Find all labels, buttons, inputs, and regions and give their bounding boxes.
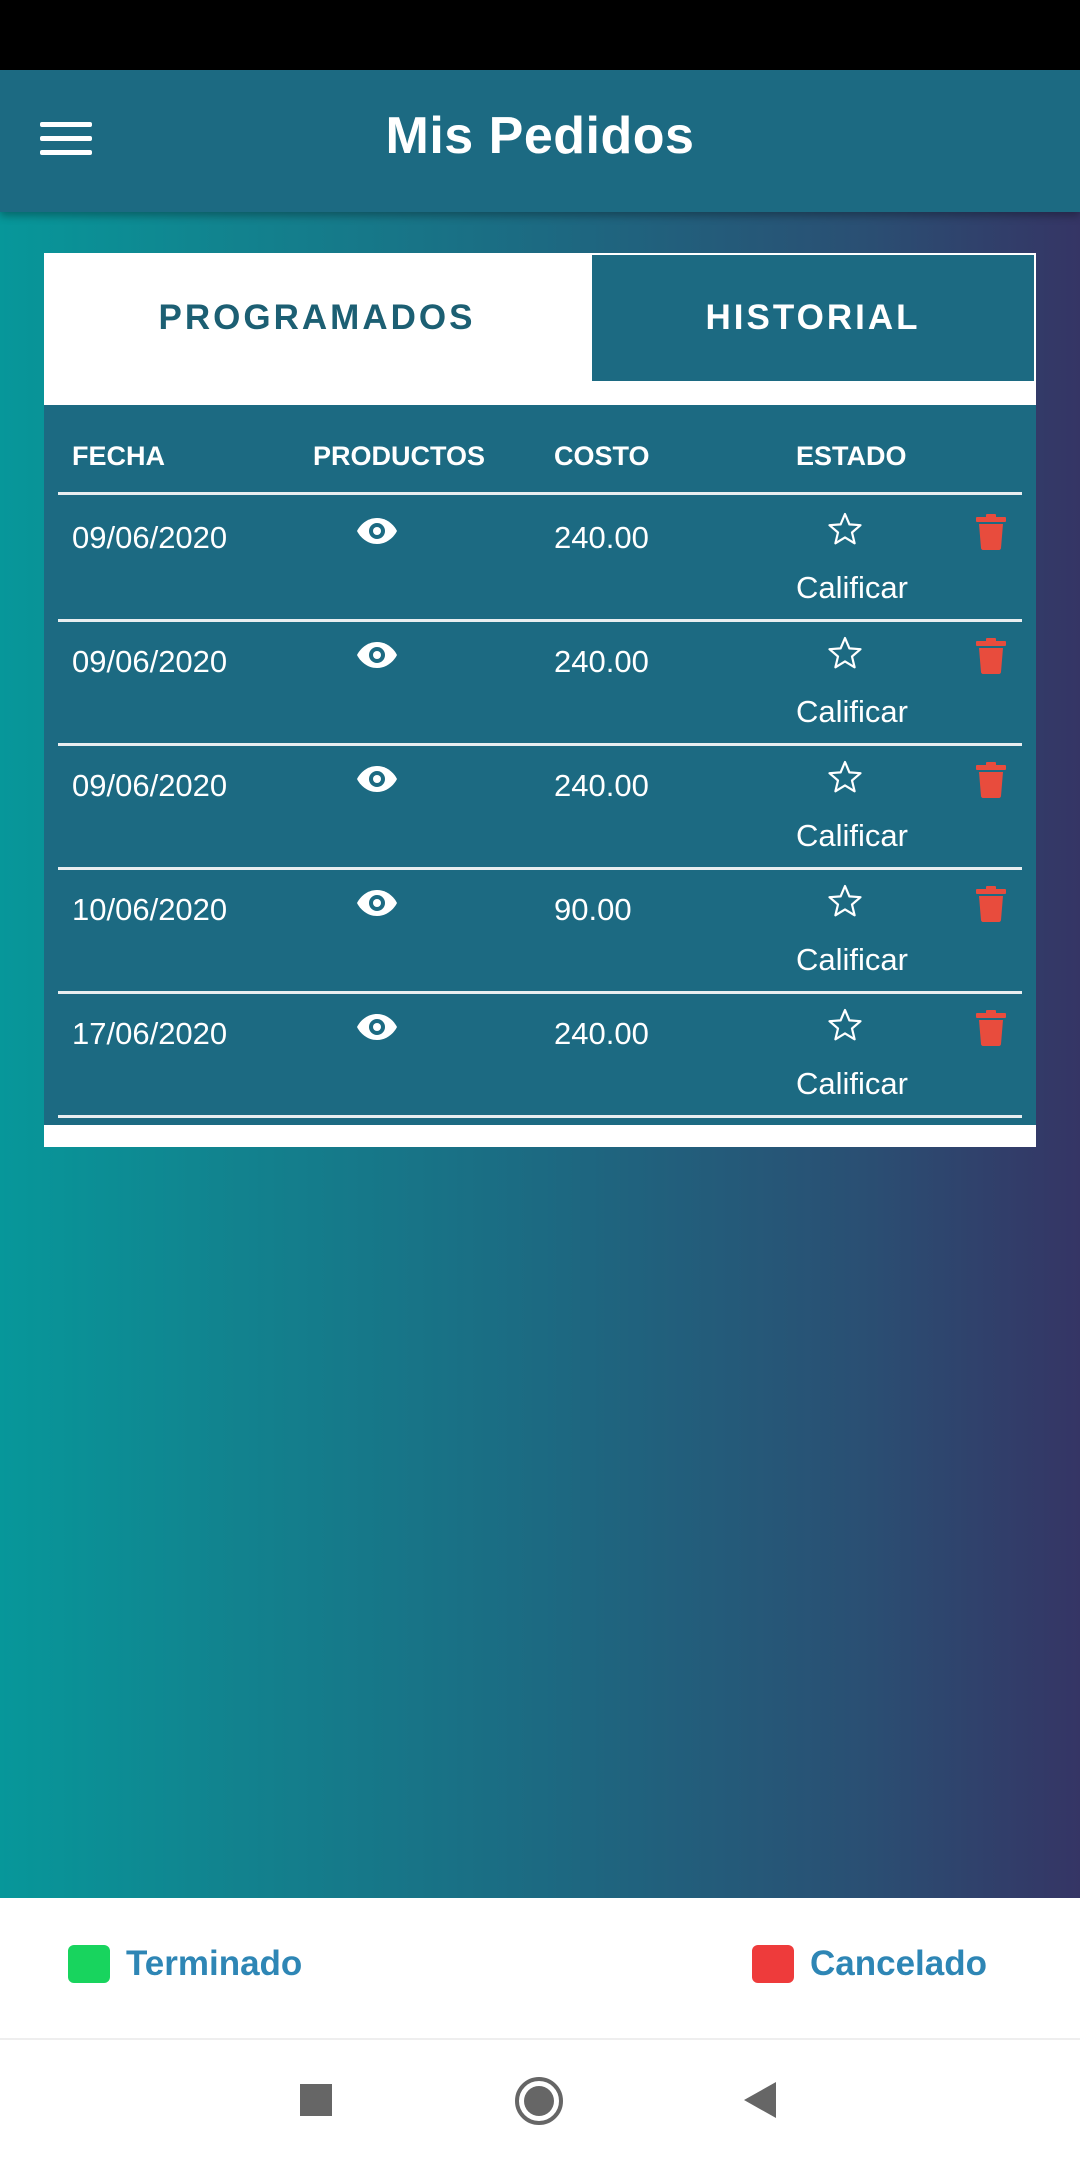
table-row: 10/06/2020 90.00 Calificar bbox=[58, 870, 1022, 994]
cell-fecha: 17/06/2020 bbox=[72, 1016, 228, 1051]
table-row: 09/06/2020 240.00 Calificar bbox=[58, 498, 1022, 622]
orders-card: PROGRAMADOS HISTORIAL FECHA PRODUCTOS CO… bbox=[44, 253, 1036, 1147]
table-row: 17/06/2020 240.00 Calificar bbox=[58, 994, 1022, 1118]
cell-fecha: 10/06/2020 bbox=[72, 892, 228, 927]
status-legend: Terminado Cancelado bbox=[0, 1898, 1080, 2040]
star-outline-icon[interactable] bbox=[828, 884, 862, 918]
calificar-link[interactable]: Calificar bbox=[796, 942, 908, 977]
cell-fecha: 09/06/2020 bbox=[72, 644, 228, 679]
cell-costo: 240.00 bbox=[554, 644, 649, 679]
header-fecha: FECHA bbox=[72, 441, 165, 471]
cell-costo: 240.00 bbox=[554, 520, 649, 555]
trash-icon[interactable] bbox=[976, 514, 1006, 550]
page-title: Mis Pedidos bbox=[385, 107, 695, 165]
trash-icon[interactable] bbox=[976, 886, 1006, 922]
eye-icon[interactable] bbox=[356, 516, 398, 546]
star-outline-icon[interactable] bbox=[828, 1008, 862, 1042]
legend-label: Terminado bbox=[126, 1944, 303, 1983]
eye-icon[interactable] bbox=[356, 764, 398, 794]
eye-icon[interactable] bbox=[356, 1012, 398, 1042]
calificar-link[interactable]: Calificar bbox=[796, 818, 908, 853]
calificar-link[interactable]: Calificar bbox=[796, 694, 908, 729]
tab-programados[interactable]: PROGRAMADOS bbox=[44, 253, 590, 383]
table-row: 09/06/2020 240.00 Calificar bbox=[58, 746, 1022, 870]
legend-terminado: Terminado bbox=[68, 1944, 302, 1984]
header-productos: PRODUCTOS bbox=[313, 441, 486, 471]
tab-bar: PROGRAMADOS HISTORIAL bbox=[44, 253, 1036, 383]
table-header: FECHA PRODUCTOS COSTO ESTADO bbox=[58, 405, 1022, 495]
status-bar bbox=[0, 0, 1080, 70]
trash-icon[interactable] bbox=[976, 762, 1006, 798]
legend-label: Cancelado bbox=[810, 1944, 987, 1983]
hamburger-menu-icon[interactable] bbox=[40, 118, 92, 162]
trash-icon[interactable] bbox=[976, 1010, 1006, 1046]
cell-fecha: 09/06/2020 bbox=[72, 768, 228, 803]
tab-historial[interactable]: HISTORIAL bbox=[592, 255, 1034, 381]
legend-cancelado: Cancelado bbox=[752, 1944, 987, 1984]
calificar-link[interactable]: Calificar bbox=[796, 570, 908, 605]
cancelado-swatch bbox=[752, 1945, 794, 1983]
star-outline-icon[interactable] bbox=[828, 512, 862, 546]
orders-table: FECHA PRODUCTOS COSTO ESTADO 09/06/2020 … bbox=[44, 405, 1036, 1125]
back-icon[interactable] bbox=[744, 2082, 776, 2118]
cell-costo: 240.00 bbox=[554, 1016, 649, 1051]
trash-icon[interactable] bbox=[976, 638, 1006, 674]
cell-costo: 240.00 bbox=[554, 768, 649, 803]
cell-costo: 90.00 bbox=[554, 892, 632, 927]
cell-fecha: 09/06/2020 bbox=[72, 520, 228, 555]
home-icon[interactable] bbox=[515, 2077, 563, 2125]
terminado-swatch bbox=[68, 1945, 110, 1983]
eye-icon[interactable] bbox=[356, 888, 398, 918]
star-outline-icon[interactable] bbox=[828, 760, 862, 794]
header-estado: ESTADO bbox=[796, 441, 907, 471]
star-outline-icon[interactable] bbox=[828, 636, 862, 670]
recents-icon[interactable] bbox=[300, 2084, 332, 2116]
eye-icon[interactable] bbox=[356, 640, 398, 670]
table-row: 09/06/2020 240.00 Calificar bbox=[58, 622, 1022, 746]
app-bar: Mis Pedidos bbox=[0, 70, 1080, 212]
header-costo: COSTO bbox=[554, 441, 650, 471]
system-nav-bar bbox=[0, 2040, 1080, 2160]
calificar-link[interactable]: Calificar bbox=[796, 1066, 908, 1101]
